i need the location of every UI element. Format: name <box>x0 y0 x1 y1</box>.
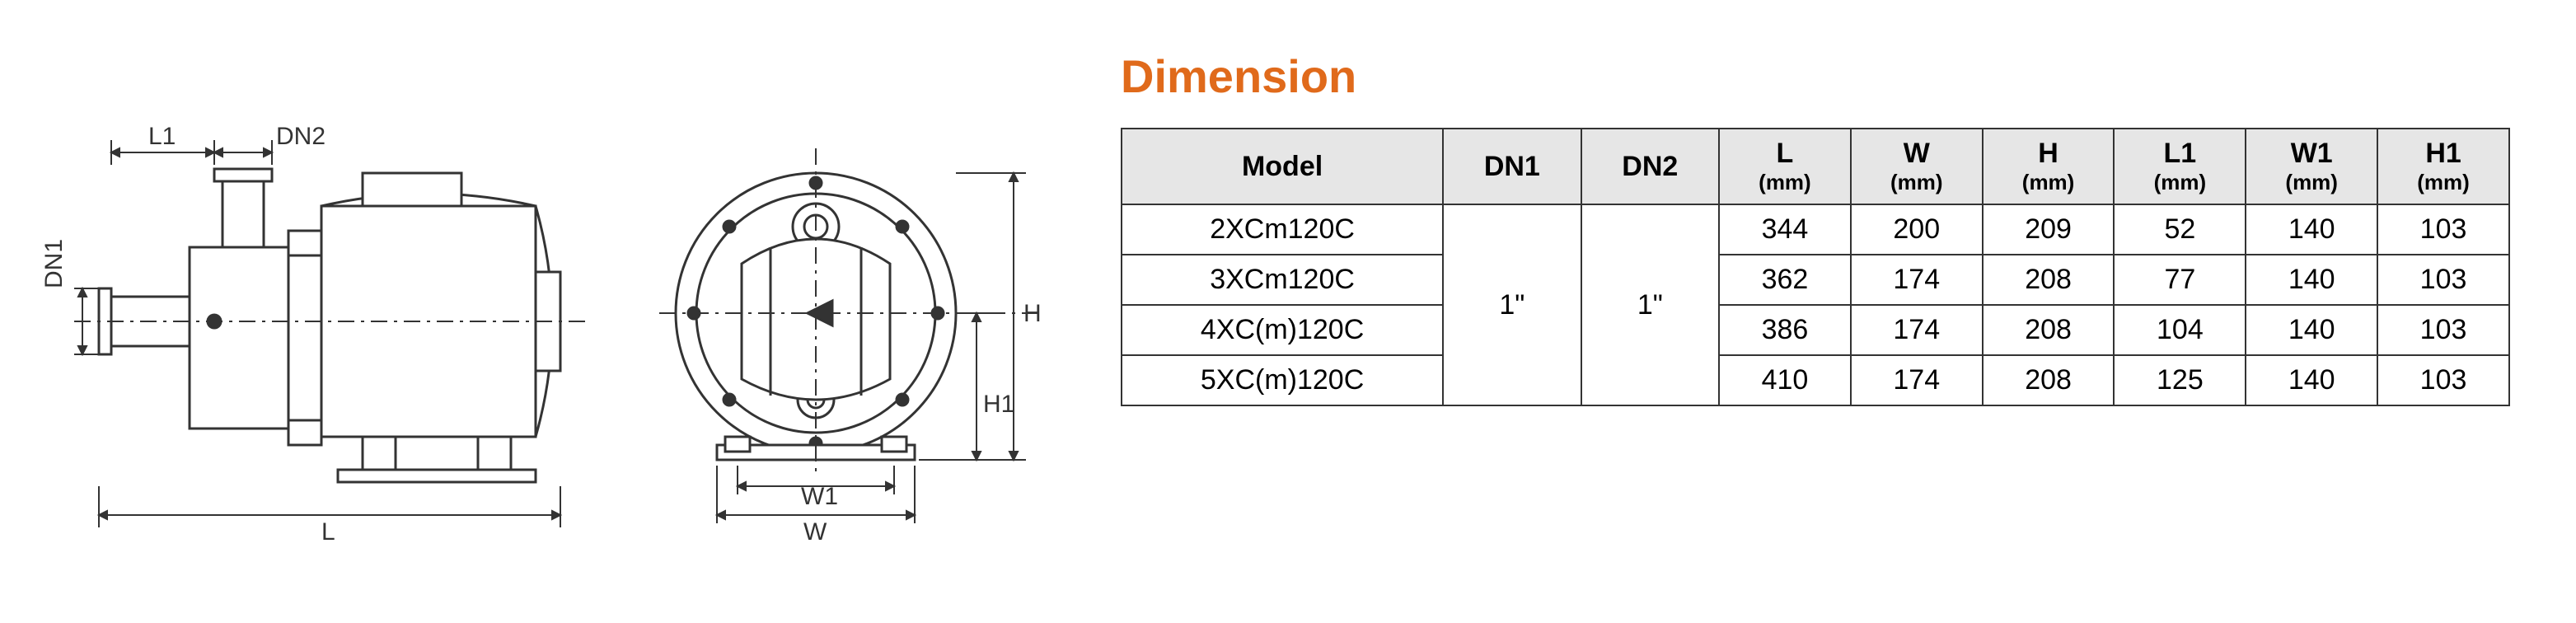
cell-h1: 103 <box>2377 255 2509 305</box>
col-model: Model <box>1122 129 1443 204</box>
col-w: W(mm) <box>1851 129 1983 204</box>
table-column: Dimension Model DN1 DN2 L(mm) W(mm) H(mm… <box>1121 49 2510 574</box>
cell-w: 174 <box>1851 255 1983 305</box>
cell-w1: 140 <box>2246 204 2377 255</box>
cell-w: 174 <box>1851 305 1983 355</box>
col-l: L(mm) <box>1719 129 1851 204</box>
cell-dn1: 1" <box>1443 204 1581 405</box>
cell-w: 200 <box>1851 204 1983 255</box>
table-row: 5XC(m)120C 410 174 208 125 140 103 <box>1122 355 2509 405</box>
col-h1: H1(mm) <box>2377 129 2509 204</box>
cell-dn2: 1" <box>1581 204 1719 405</box>
cell-h: 208 <box>1983 305 2115 355</box>
dimension-table: Model DN1 DN2 L(mm) W(mm) H(mm) L1(mm) W… <box>1121 128 2510 406</box>
cell-h: 208 <box>1983 255 2115 305</box>
label-L: L <box>321 518 335 546</box>
cell-h: 208 <box>1983 355 2115 405</box>
label-W: W <box>803 518 827 546</box>
cell-h1: 103 <box>2377 305 2509 355</box>
cell-h: 209 <box>1983 204 2115 255</box>
cell-model: 5XC(m)120C <box>1122 355 1443 405</box>
cell-l: 386 <box>1719 305 1851 355</box>
page-content: L1 DN2 DN1 <box>66 49 2510 574</box>
label-W1: W1 <box>801 483 838 510</box>
cell-h1: 103 <box>2377 355 2509 405</box>
cell-model: 2XCm120C <box>1122 204 1443 255</box>
col-h: H(mm) <box>1983 129 2115 204</box>
col-w1: W1(mm) <box>2246 129 2377 204</box>
table-row: 2XCm120C 1" 1" 344 200 209 52 140 103 <box>1122 204 2509 255</box>
pump-front-view: H H1 W1 W <box>643 82 1055 544</box>
table-row: 3XCm120C 362 174 208 77 140 103 <box>1122 255 2509 305</box>
col-dn1: DN1 <box>1443 129 1581 204</box>
cell-model: 4XC(m)120C <box>1122 305 1443 355</box>
cell-l: 410 <box>1719 355 1851 405</box>
diagram-column: L1 DN2 DN1 <box>66 49 1055 574</box>
cell-model: 3XCm120C <box>1122 255 1443 305</box>
cell-l: 362 <box>1719 255 1851 305</box>
col-dn2: DN2 <box>1581 129 1719 204</box>
label-DN1: DN1 <box>40 239 68 288</box>
cell-l1: 125 <box>2114 355 2246 405</box>
table-header-row: Model DN1 DN2 L(mm) W(mm) H(mm) L1(mm) W… <box>1122 129 2509 204</box>
cell-l1: 77 <box>2114 255 2246 305</box>
cell-h1: 103 <box>2377 204 2509 255</box>
cell-l1: 104 <box>2114 305 2246 355</box>
dimension-heading: Dimension <box>1121 49 2510 103</box>
label-H: H <box>1023 300 1042 327</box>
pump-side-view: L1 DN2 DN1 <box>66 82 593 544</box>
cell-w: 174 <box>1851 355 1983 405</box>
cell-w1: 140 <box>2246 355 2377 405</box>
cell-l1: 52 <box>2114 204 2246 255</box>
table-row: 4XC(m)120C 386 174 208 104 140 103 <box>1122 305 2509 355</box>
label-DN2: DN2 <box>276 123 326 150</box>
label-L1: L1 <box>148 123 176 150</box>
cell-l: 344 <box>1719 204 1851 255</box>
cell-w1: 140 <box>2246 255 2377 305</box>
col-l1: L1(mm) <box>2114 129 2246 204</box>
cell-w1: 140 <box>2246 305 2377 355</box>
label-H1: H1 <box>983 391 1014 418</box>
